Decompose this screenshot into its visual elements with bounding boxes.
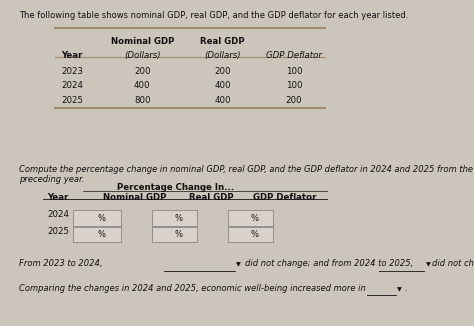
Text: 100: 100 [286, 67, 302, 76]
Text: Percentage Change In...: Percentage Change In... [117, 183, 234, 192]
Text: GDP Deflator: GDP Deflator [266, 51, 322, 60]
Text: The following table shows nominal GDP, real GDP, and the GDP deflator for each y: The following table shows nominal GDP, r… [19, 11, 408, 21]
Text: Nominal GDP: Nominal GDP [110, 37, 174, 47]
Text: Comparing the changes in 2024 and 2025, economic well-being increased more in: Comparing the changes in 2024 and 2025, … [19, 284, 366, 293]
Text: ▼: ▼ [426, 262, 430, 267]
FancyBboxPatch shape [152, 227, 197, 242]
Text: %: % [98, 214, 106, 223]
Text: From 2023 to 2024,: From 2023 to 2024, [19, 259, 102, 268]
Text: 2024: 2024 [62, 82, 83, 91]
Text: %: % [251, 214, 259, 223]
FancyBboxPatch shape [228, 210, 273, 226]
Text: 2024: 2024 [47, 210, 69, 219]
Text: (Dollars): (Dollars) [124, 51, 161, 60]
Text: 200: 200 [215, 67, 231, 76]
Text: 800: 800 [134, 96, 150, 105]
Text: Real GDP: Real GDP [201, 37, 245, 47]
Text: %: % [251, 230, 259, 239]
Text: 2025: 2025 [47, 227, 69, 236]
Text: Year: Year [47, 193, 69, 202]
Text: %: % [98, 230, 106, 239]
Text: 200: 200 [134, 67, 150, 76]
FancyBboxPatch shape [228, 227, 273, 242]
Text: ▼: ▼ [397, 287, 402, 292]
Text: 400: 400 [215, 82, 231, 91]
FancyBboxPatch shape [152, 210, 197, 226]
Text: did not change; and from 2024 to 2025,: did not change; and from 2024 to 2025, [245, 259, 413, 268]
Text: Nominal GDP: Nominal GDP [103, 193, 167, 202]
Text: 100: 100 [286, 82, 302, 91]
FancyBboxPatch shape [73, 227, 121, 242]
Text: Compute the percentage change in nominal GDP, real GDP, and the GDP deflator in : Compute the percentage change in nominal… [19, 165, 473, 184]
Text: 2023: 2023 [62, 67, 83, 76]
Text: %: % [175, 214, 183, 223]
Text: %: % [175, 230, 183, 239]
Text: 400: 400 [134, 82, 150, 91]
Text: .: . [404, 284, 407, 293]
Text: (Dollars): (Dollars) [204, 51, 241, 60]
Text: Year: Year [62, 51, 83, 60]
Text: 200: 200 [286, 96, 302, 105]
Text: ▼: ▼ [236, 262, 241, 267]
Text: 2025: 2025 [62, 96, 83, 105]
Text: 400: 400 [215, 96, 231, 105]
FancyBboxPatch shape [73, 210, 121, 226]
Text: Real GDP: Real GDP [189, 193, 233, 202]
Text: did not change.: did not change. [432, 259, 474, 268]
Text: GDP Deflator: GDP Deflator [253, 193, 316, 202]
